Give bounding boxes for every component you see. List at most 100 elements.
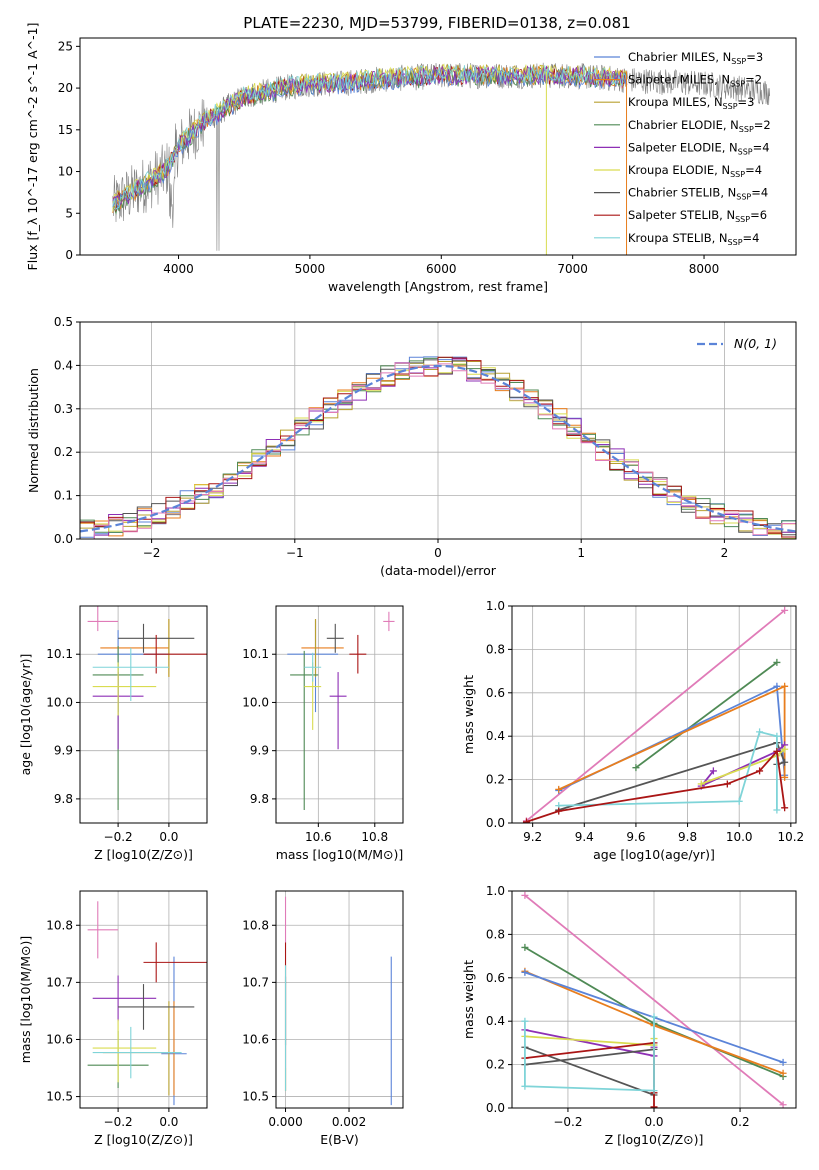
x-axis-label: Z [log10(Z/Z⊙)] <box>94 1132 193 1147</box>
y-tick-label: 10.7 <box>46 975 73 989</box>
errorbar-point <box>329 672 347 750</box>
y-tick-label: 25 <box>58 39 73 53</box>
errorbar-point <box>290 650 319 810</box>
y-axis-label: mass weight <box>461 675 476 754</box>
legend-label-tail: =4 <box>745 163 762 177</box>
axes-frame-group: 9.2 9.4 9.6 9.8 10.0 10.2 0.0 0.2 0.4 0.6 0.8 1.0 ag… <box>461 599 804 862</box>
errorbar-point <box>304 652 322 682</box>
errorbar-point <box>97 630 169 713</box>
y-tick-label: 1.0 <box>486 884 505 898</box>
mass-weight-marker <box>632 764 640 772</box>
y-tick-label: 15 <box>58 123 73 137</box>
legend-label: Kroupa STELIB, NSSP=4 <box>628 231 759 247</box>
y-tick-label: 0.4 <box>486 1014 505 1028</box>
mass-weight-line <box>700 744 786 787</box>
y-tick-label: 1.0 <box>486 599 505 613</box>
plot-area <box>87 606 207 810</box>
x-tick-label: −1 <box>286 546 304 560</box>
plot-area <box>80 356 796 539</box>
y-tick-label: 0.2 <box>486 773 505 787</box>
mass-weight-marker <box>781 773 789 781</box>
errorbar-point <box>326 623 344 653</box>
legend-label-sub: SSP <box>723 102 738 111</box>
x-tick-label: 7000 <box>557 262 588 276</box>
errorbar-point <box>118 984 195 1030</box>
y-tick-label: 10.1 <box>242 647 269 661</box>
legend-label-base: Kroupa ELODIE, N <box>628 163 730 177</box>
mass-weight-marker <box>779 1101 787 1108</box>
legend-label: Kroupa ELODIE, NSSP=4 <box>628 163 762 179</box>
panel-mass_weight_vs_Z: −0.2 0.0 0.2 0.0 0.2 0.4 0.6 0.8 1.0 Z [log10(Z/Z… <box>461 884 797 1147</box>
y-tick-label: 0.8 <box>486 927 505 941</box>
axes-frame <box>511 605 797 824</box>
y-axis-label: Normed distribution <box>26 368 41 493</box>
legend-label-base: Salpeter STELIB, N <box>628 208 735 222</box>
mass-weight-marker <box>756 767 764 775</box>
y-tick-label: 0.4 <box>54 358 73 372</box>
axes-frame <box>275 890 404 1109</box>
y-tick-label: 10.0 <box>242 695 269 709</box>
y-tick-label: 10.7 <box>242 975 269 989</box>
mass-weight-marker <box>650 1103 658 1108</box>
figure-title: PLATE=2230, MJD=53799, FIBERID=0138, z=0… <box>243 14 630 32</box>
legend-label: Salpeter STELIB, NSSP=6 <box>628 208 767 224</box>
x-tick-label: 10.6 <box>305 830 332 844</box>
x-tick-label: 9.8 <box>678 830 697 844</box>
mass-weight-marker <box>521 943 529 951</box>
x-tick-label: −0.2 <box>104 1115 133 1129</box>
legend-label-tail: =4 <box>743 231 760 245</box>
plot-area <box>87 901 207 1106</box>
mass-weight-line <box>524 1016 655 1092</box>
x-tick-label: 0.2 <box>731 1115 750 1129</box>
mass-weight-marker <box>723 780 731 788</box>
x-tick-label: 10.8 <box>361 830 388 844</box>
axes-frame <box>79 890 208 1109</box>
legend-label-tail: =3 <box>746 50 763 64</box>
x-tick-label: 4000 <box>163 262 194 276</box>
plot-area <box>522 606 789 823</box>
legend-label-sub: SSP <box>738 147 753 156</box>
x-axis-label: age [log10(age/yr)] <box>593 847 715 862</box>
axes-frame-group: −0.2 0.0 9.8 9.9 10.0 10.1 Z [log10(Z/Z⊙)] age … <box>18 605 208 862</box>
legend-label-sub: SSP <box>730 80 745 89</box>
mass-weight-marker <box>521 1017 529 1025</box>
y-tick-label: 0.6 <box>486 971 505 985</box>
legend-label: Chabrier MILES, NSSP=3 <box>628 50 763 66</box>
y-tick-label: 9.8 <box>250 792 269 806</box>
legend-label: N(0, 1) <box>734 336 777 351</box>
observed-spectrum <box>112 62 770 251</box>
legend-label-tail: =4 <box>751 186 768 200</box>
plot-area <box>287 611 395 810</box>
legend-label: Salpeter MILES, NSSP=2 <box>628 73 762 89</box>
x-axis-label: E(B-V) <box>320 1132 359 1147</box>
mass-weight-marker <box>521 1082 529 1090</box>
mass-weight-marker <box>779 1058 787 1066</box>
x-tick-label: −0.2 <box>553 1115 582 1129</box>
y-tick-label: 0.5 <box>54 315 73 329</box>
x-tick-label: 0.0 <box>159 830 178 844</box>
errorbar-point <box>349 634 367 674</box>
legend-label-base: Chabrier MILES, N <box>628 50 731 64</box>
x-tick-label: 10.2 <box>777 830 804 844</box>
axes-frame <box>275 605 404 824</box>
legend-label-sub: SSP <box>736 193 751 202</box>
y-tick-label: 0.2 <box>486 1058 505 1072</box>
panel-mass_vs_Z: −0.2 0.0 10.5 10.6 10.7 10.8 Z [log10(Z/Z⊙)] ma… <box>18 890 208 1147</box>
mass-weight-marker <box>709 767 717 775</box>
legend-label-sub: SSP <box>731 57 746 66</box>
mass-weight-marker <box>773 682 781 690</box>
legend-label-tail: =2 <box>754 118 771 132</box>
mass-weight-line <box>524 894 784 1106</box>
mass-weight-marker <box>756 728 764 736</box>
legend-label-tail: =3 <box>738 95 755 109</box>
x-tick-label: 9.4 <box>575 830 594 844</box>
errorbar-point <box>92 1019 157 1083</box>
axes-frame <box>79 37 797 256</box>
mass-weight-marker <box>555 785 563 793</box>
errorbar-point <box>92 1026 182 1079</box>
y-axis-label: Flux [f_λ 10^-17 erg cm^-2 s^-1 A^-1] <box>25 23 40 271</box>
y-tick-label: 0.0 <box>54 532 73 546</box>
mass-weight-marker <box>781 758 789 766</box>
mass-weight-marker <box>773 732 781 740</box>
y-tick-label: 0.4 <box>486 729 505 743</box>
